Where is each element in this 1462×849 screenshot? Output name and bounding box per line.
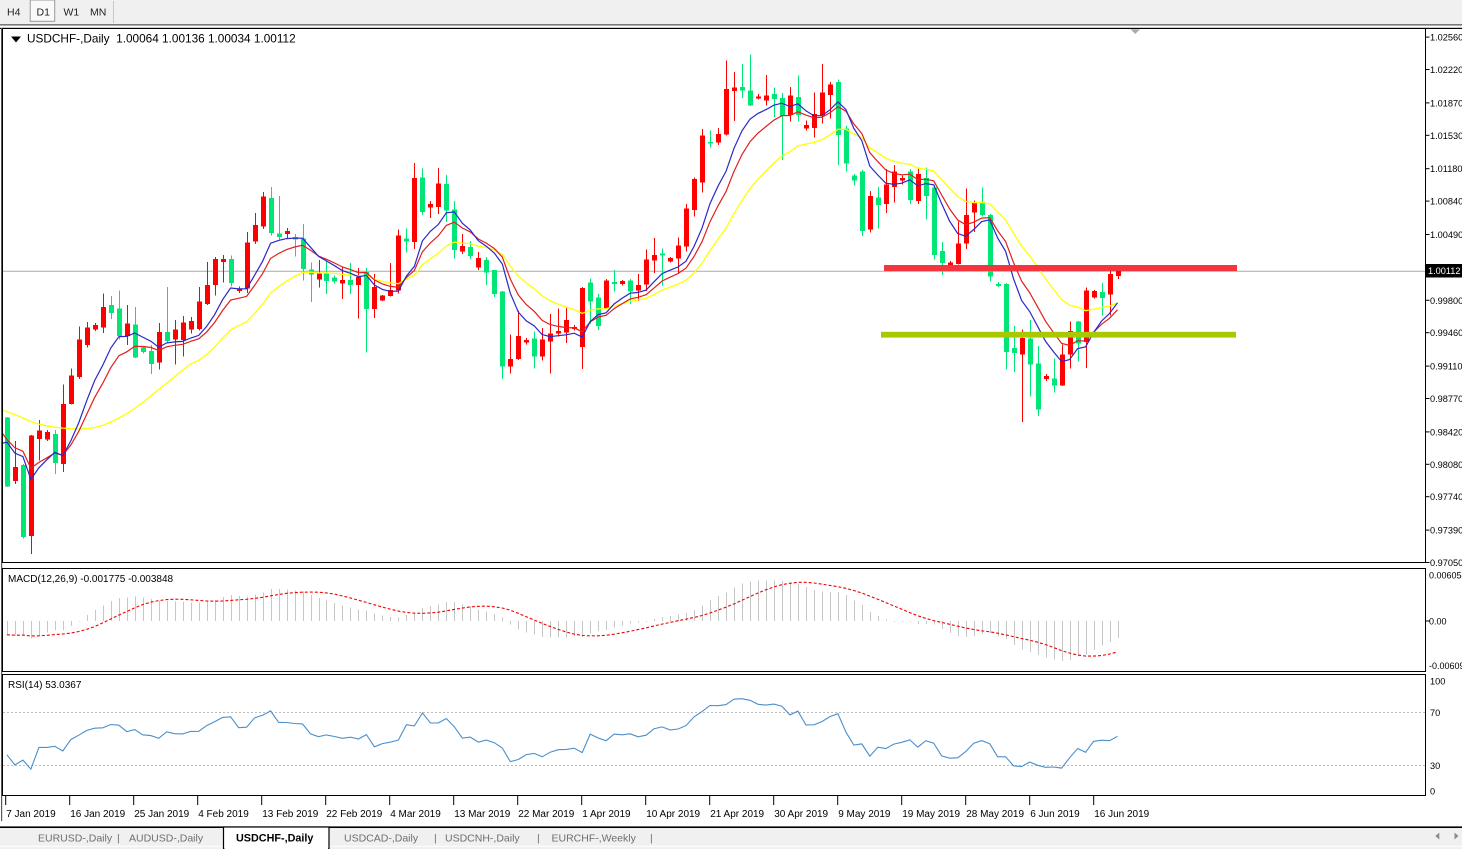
svg-text:16 Jan 2019: 16 Jan 2019 [70,809,125,820]
svg-text:|: | [117,833,120,845]
svg-text:0.99460: 0.99460 [1430,328,1462,338]
svg-text:1.01180: 1.01180 [1430,164,1462,174]
svg-text:D1: D1 [37,7,51,19]
svg-text:EURUSD-,Daily: EURUSD-,Daily [38,833,113,845]
svg-text:EURCHF-,Weekly: EURCHF-,Weekly [552,833,637,845]
svg-text:30 Apr 2019: 30 Apr 2019 [774,809,828,820]
svg-text:4 Feb 2019: 4 Feb 2019 [198,809,249,820]
svg-text:AUDUSD-,Daily: AUDUSD-,Daily [129,833,204,845]
svg-text:|: | [537,833,540,845]
svg-text:6 Jun 2019: 6 Jun 2019 [1030,809,1080,820]
svg-text:0.98420: 0.98420 [1430,427,1462,437]
svg-text:W1: W1 [64,7,80,19]
svg-text:1.02220: 1.02220 [1430,65,1462,75]
svg-text:25 Jan 2019: 25 Jan 2019 [134,809,189,820]
svg-text:USDCNH-,Daily: USDCNH-,Daily [445,833,520,845]
svg-text:0.98770: 0.98770 [1430,394,1462,404]
svg-text:19 May 2019: 19 May 2019 [902,809,960,820]
svg-text:0.006058: 0.006058 [1429,571,1462,581]
svg-text:1.00490: 1.00490 [1430,230,1462,240]
svg-text:0.00: 0.00 [1429,617,1447,627]
svg-text:21 Apr 2019: 21 Apr 2019 [710,809,764,820]
svg-text:1.00840: 1.00840 [1430,197,1462,207]
svg-text:|: | [434,833,437,845]
svg-text:30: 30 [1430,761,1440,771]
svg-text:9 May 2019: 9 May 2019 [838,809,891,820]
svg-text:22 Feb 2019: 22 Feb 2019 [326,809,383,820]
svg-text:MN: MN [90,7,106,19]
svg-text:70: 70 [1430,708,1440,718]
svg-text:1 Apr 2019: 1 Apr 2019 [582,809,631,820]
svg-text:4 Mar 2019: 4 Mar 2019 [390,809,441,820]
svg-text:RSI(14) 53.0367: RSI(14) 53.0367 [8,680,82,691]
svg-text:22 Mar 2019: 22 Mar 2019 [518,809,575,820]
svg-text:-0.006098: -0.006098 [1429,661,1462,671]
svg-text:7 Jan 2019: 7 Jan 2019 [6,809,56,820]
svg-text:USDCHF-,Daily: USDCHF-,Daily [236,833,313,845]
svg-text:10 Apr 2019: 10 Apr 2019 [646,809,700,820]
svg-text:0: 0 [1430,787,1435,797]
svg-text:0.99110: 0.99110 [1430,362,1462,372]
svg-text:USDCHF-,Daily 1.00064 1.00136: USDCHF-,Daily 1.00064 1.00136 1.00034 1.… [27,32,296,46]
svg-text:0.99800: 0.99800 [1430,296,1462,306]
svg-text:13 Mar 2019: 13 Mar 2019 [454,809,511,820]
svg-text:16 Jun 2019: 16 Jun 2019 [1094,809,1149,820]
svg-text:|: | [650,833,653,845]
svg-text:1.01530: 1.01530 [1430,131,1462,141]
svg-text:1.01870: 1.01870 [1430,98,1462,108]
svg-text:MACD(12,26,9) -0.001775 -0.003: MACD(12,26,9) -0.001775 -0.003848 [8,574,174,585]
svg-text:0.98080: 0.98080 [1430,460,1462,470]
svg-text:0.97390: 0.97390 [1430,526,1462,536]
svg-text:USDCAD-,Daily: USDCAD-,Daily [344,833,419,845]
svg-text:1.02560: 1.02560 [1430,33,1462,43]
svg-text:13 Feb 2019: 13 Feb 2019 [262,809,319,820]
svg-text:1.00112: 1.00112 [1428,266,1461,276]
svg-text:0.97740: 0.97740 [1430,492,1462,502]
svg-text:H4: H4 [7,7,21,19]
svg-text:0.97050: 0.97050 [1430,558,1462,568]
svg-text:100: 100 [1430,677,1445,687]
svg-text:28 May 2019: 28 May 2019 [966,809,1024,820]
